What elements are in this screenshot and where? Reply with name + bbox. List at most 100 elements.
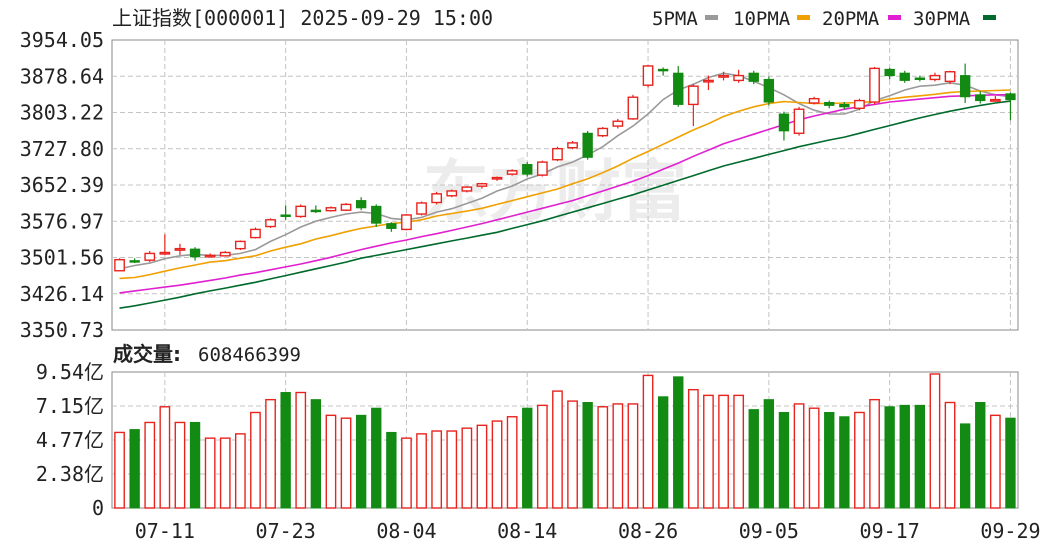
candle bbox=[431, 191, 443, 205]
candle bbox=[552, 146, 563, 162]
candle-body bbox=[854, 99, 865, 109]
candle-body bbox=[989, 98, 1001, 102]
candle bbox=[189, 247, 201, 261]
price-grid bbox=[111, 39, 1019, 331]
candle-body bbox=[310, 209, 322, 213]
candle bbox=[748, 70, 759, 85]
candle bbox=[597, 127, 609, 138]
candle-body bbox=[129, 260, 140, 263]
volume-bar bbox=[884, 406, 895, 509]
volume-bar bbox=[552, 390, 563, 509]
volume-bar bbox=[627, 403, 639, 509]
candle-body bbox=[114, 258, 125, 272]
volume-bar bbox=[582, 402, 593, 509]
volume-bar bbox=[1005, 417, 1016, 509]
candle-body bbox=[793, 108, 805, 134]
candle bbox=[703, 75, 714, 91]
candle bbox=[522, 162, 533, 177]
candle bbox=[929, 72, 941, 82]
legend-30pma: 30PMA bbox=[913, 8, 971, 30]
volume-bar bbox=[431, 430, 443, 509]
legend-5pma: 5PMA bbox=[652, 8, 698, 30]
candle-body bbox=[884, 68, 895, 77]
price-tick-label: 3501.56 bbox=[20, 246, 104, 270]
candle-body bbox=[295, 205, 307, 218]
candlestick-series bbox=[114, 63, 1016, 272]
candle bbox=[793, 106, 805, 136]
candle-body bbox=[144, 252, 156, 261]
candle-body bbox=[612, 120, 624, 127]
candle bbox=[763, 76, 775, 106]
volume-series bbox=[114, 373, 1016, 509]
volume-bar bbox=[371, 407, 382, 509]
candle bbox=[567, 140, 578, 150]
candle bbox=[280, 205, 291, 220]
x-tick-label: 09-17 bbox=[860, 519, 920, 543]
candle bbox=[491, 176, 503, 181]
legend-20pma: 20PMA bbox=[822, 8, 880, 30]
price-tick-label: 3576.97 bbox=[20, 209, 104, 233]
volume-bar bbox=[808, 407, 820, 509]
candle-body bbox=[416, 202, 427, 215]
volume-bar bbox=[250, 411, 261, 509]
candle bbox=[899, 70, 910, 83]
candle-body bbox=[627, 96, 639, 120]
volume-tick-label: 9.54亿 bbox=[36, 360, 104, 384]
candle bbox=[386, 222, 397, 232]
candle-body bbox=[869, 67, 880, 103]
candle-body bbox=[808, 97, 820, 104]
candle bbox=[265, 218, 276, 228]
candle bbox=[461, 186, 473, 193]
candle-body bbox=[567, 142, 578, 149]
volume-bar bbox=[718, 394, 729, 509]
volume-grid bbox=[111, 371, 1019, 509]
volume-bar bbox=[325, 414, 337, 509]
candle-body bbox=[597, 127, 609, 137]
volume-bar bbox=[989, 414, 1001, 509]
candle-body bbox=[748, 72, 759, 82]
candle bbox=[295, 204, 307, 218]
candle bbox=[506, 169, 518, 176]
ma-line-30pma bbox=[119, 100, 1011, 309]
candle bbox=[687, 84, 699, 127]
candle bbox=[673, 65, 684, 107]
volume-bar bbox=[234, 433, 246, 509]
x-tick-label: 08-04 bbox=[376, 519, 436, 543]
candle bbox=[718, 71, 729, 81]
volume-bar bbox=[340, 417, 352, 509]
legend-10pma: 10PMA bbox=[733, 8, 791, 30]
volume-bar bbox=[793, 403, 805, 509]
legend-swatch-20pma bbox=[888, 15, 901, 20]
volume-value: 608466399 bbox=[198, 344, 301, 366]
candle bbox=[612, 118, 624, 129]
volume-bar bbox=[265, 398, 276, 509]
candle bbox=[144, 251, 156, 263]
candle bbox=[219, 251, 231, 257]
candle bbox=[446, 189, 458, 198]
candle-body bbox=[491, 176, 503, 180]
x-tick-label: 09-29 bbox=[980, 519, 1040, 543]
candle-body bbox=[687, 85, 699, 106]
candle bbox=[129, 258, 140, 264]
candle bbox=[778, 111, 790, 141]
candle-body bbox=[446, 190, 458, 197]
price-tick-label: 3727.80 bbox=[20, 137, 104, 161]
volume-bar bbox=[219, 437, 231, 509]
volume-bar bbox=[869, 398, 880, 509]
volume-bar bbox=[673, 376, 684, 509]
volume-bar bbox=[657, 396, 669, 509]
price-tick-label: 3878.64 bbox=[20, 64, 104, 88]
candle-body bbox=[929, 74, 941, 81]
candle bbox=[884, 67, 895, 80]
volume-bar bbox=[129, 429, 140, 509]
volume-bar bbox=[854, 411, 865, 509]
volume-bar bbox=[506, 416, 518, 509]
candle-body bbox=[522, 164, 533, 175]
volume-bar bbox=[144, 421, 156, 509]
volume-bar bbox=[929, 373, 941, 509]
candle-body bbox=[975, 94, 986, 102]
candle bbox=[824, 100, 835, 109]
candle bbox=[310, 205, 322, 214]
x-tick-label: 07-23 bbox=[256, 519, 316, 543]
